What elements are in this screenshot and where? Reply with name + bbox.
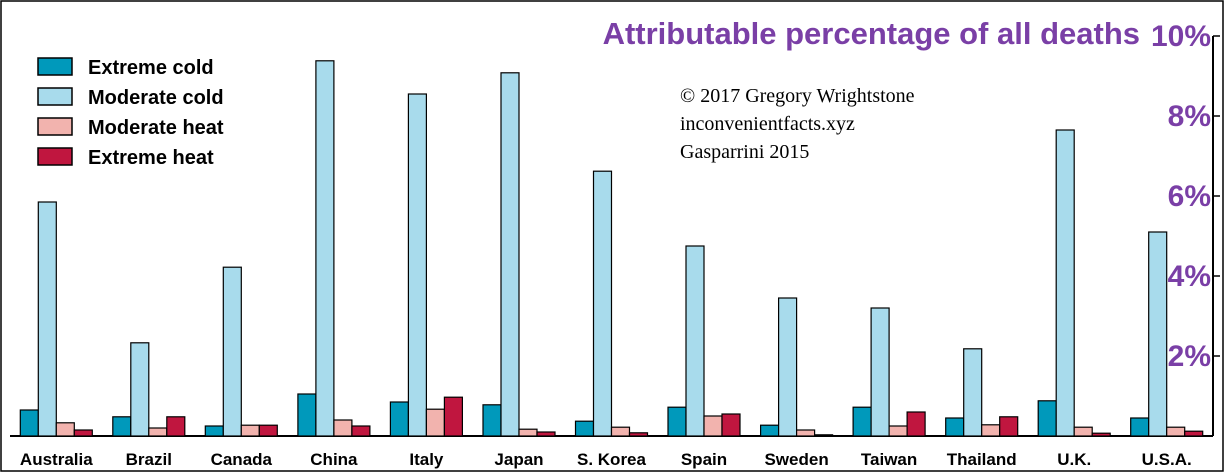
bar-italy-moderate-heat bbox=[425, 408, 445, 437]
bar-australia-moderate-cold bbox=[37, 201, 57, 437]
bar-s-korea-moderate-heat bbox=[610, 426, 631, 437]
bar-spain-moderate-heat bbox=[703, 415, 723, 437]
x-tick-australia: Australia bbox=[20, 450, 93, 469]
y-tick-4: 4% bbox=[1168, 260, 1211, 293]
bar-china-extreme-heat bbox=[351, 425, 371, 437]
bar-thailand-moderate-heat bbox=[981, 424, 1001, 437]
bar-thailand-moderate-cold bbox=[963, 348, 983, 437]
bar-u-k-moderate-heat bbox=[1073, 426, 1093, 437]
legend-swatch-extreme-heat bbox=[37, 147, 73, 166]
legend-label-extreme-cold: Extreme cold bbox=[88, 57, 214, 79]
bar-taiwan-extreme-heat bbox=[906, 411, 926, 437]
y-tick-2: 2% bbox=[1168, 340, 1211, 373]
x-tick-spain: Spain bbox=[681, 450, 727, 469]
x-tick-thailand: Thailand bbox=[947, 450, 1017, 469]
bar-sweden-extreme-heat bbox=[813, 434, 834, 437]
legend-label-moderate-heat: Moderate heat bbox=[88, 117, 224, 139]
bar-u-k-moderate-cold bbox=[1055, 129, 1075, 437]
y-tick-6: 6% bbox=[1168, 180, 1211, 213]
x-tick-sweden: Sweden bbox=[764, 450, 828, 469]
x-tick-canada: Canada bbox=[211, 450, 273, 469]
bar-italy-extreme-heat bbox=[443, 396, 463, 437]
annotations: © 2017 Gregory Wrightstone inconvenientfa… bbox=[680, 85, 915, 163]
legend-swatch-extreme-cold bbox=[37, 57, 73, 76]
bar-thailand-extreme-heat bbox=[999, 416, 1019, 437]
x-tick-brazil: Brazil bbox=[126, 450, 172, 469]
bar-australia-extreme-heat bbox=[73, 429, 93, 437]
bar-japan-moderate-cold bbox=[500, 72, 520, 437]
bar-china-extreme-cold bbox=[297, 393, 317, 437]
bar-u-s-a-moderate-heat bbox=[1166, 426, 1186, 437]
legend-label-extreme-heat: Extreme heat bbox=[88, 147, 214, 169]
bar-sweden-moderate-heat bbox=[795, 429, 816, 437]
bar-brazil-moderate-heat bbox=[148, 427, 168, 437]
x-tick-japan: Japan bbox=[494, 450, 543, 469]
bar-taiwan-moderate-heat bbox=[888, 425, 908, 437]
bar-s-korea-moderate-cold bbox=[592, 170, 613, 437]
x-tick-labels: Australia Brazil Canada China Italy Japan S. K… bbox=[20, 450, 1192, 469]
bar-spain-moderate-cold bbox=[685, 245, 705, 437]
x-tick-u-k: U.K. bbox=[1057, 450, 1091, 469]
bar-italy-moderate-cold bbox=[407, 93, 427, 437]
annotation-2: inconvenientfacts.xyz bbox=[680, 113, 855, 135]
bar-u-k-extreme-heat bbox=[1091, 432, 1111, 437]
bar-brazil-moderate-cold bbox=[130, 342, 150, 437]
bar-sweden-extreme-cold bbox=[759, 424, 780, 437]
bar-u-s-a-moderate-cold bbox=[1148, 231, 1168, 437]
bar-thailand-extreme-cold bbox=[945, 417, 965, 437]
bar-s-korea-extreme-cold bbox=[574, 420, 595, 437]
legend-swatch-moderate-heat bbox=[37, 117, 73, 136]
bar-canada-moderate-heat bbox=[240, 424, 260, 437]
bar-brazil-extreme-heat bbox=[166, 416, 186, 437]
bar-u-s-a-extreme-heat bbox=[1184, 430, 1204, 437]
bar-canada-extreme-cold bbox=[204, 425, 224, 437]
legend-swatch-moderate-cold bbox=[37, 87, 73, 106]
bar-china-moderate-cold bbox=[315, 60, 335, 437]
bar-spain-extreme-cold bbox=[667, 406, 687, 437]
x-tick-taiwan: Taiwan bbox=[861, 450, 917, 469]
x-tick-china: China bbox=[310, 450, 358, 469]
bar-u-k-extreme-cold bbox=[1037, 400, 1057, 437]
bar-canada-extreme-heat bbox=[258, 424, 278, 437]
bar-japan-extreme-cold bbox=[482, 404, 502, 437]
bar-spain-extreme-heat bbox=[721, 413, 741, 437]
chart-title: Attributable percentage of all deaths bbox=[603, 16, 1140, 51]
bar-japan-extreme-heat bbox=[536, 431, 556, 437]
bar-japan-moderate-heat bbox=[518, 428, 538, 437]
bar-sweden-moderate-cold bbox=[777, 297, 798, 437]
legend: Extreme cold Moderate cold Moderate heat Ex… bbox=[37, 57, 224, 169]
bar-canada-moderate-cold bbox=[222, 266, 242, 437]
annotation-1: © 2017 Gregory Wrightstone bbox=[680, 85, 915, 107]
x-tick-italy: Italy bbox=[409, 450, 444, 469]
bar-taiwan-moderate-cold bbox=[870, 307, 890, 437]
bar-s-korea-extreme-heat bbox=[628, 432, 649, 437]
x-tick-s-korea: S. Korea bbox=[577, 450, 647, 469]
bar-china-moderate-heat bbox=[333, 419, 353, 437]
bar-brazil-extreme-cold bbox=[112, 416, 132, 437]
bars-group bbox=[19, 60, 1204, 437]
y-tick-8: 8% bbox=[1168, 100, 1211, 133]
x-tick-u-s-a: U.S.A. bbox=[1142, 450, 1192, 469]
legend-label-moderate-cold: Moderate cold bbox=[88, 87, 224, 109]
y-tick-labels: 2% 4% 6% 8% 10% bbox=[1151, 20, 1220, 373]
bar-u-s-a-extreme-cold bbox=[1130, 417, 1150, 437]
annotation-3: Gasparrini 2015 bbox=[680, 141, 809, 163]
bar-australia-extreme-cold bbox=[19, 409, 39, 437]
bar-italy-extreme-cold bbox=[389, 401, 409, 437]
bar-australia-moderate-heat bbox=[55, 422, 75, 437]
y-tick-10: 10% bbox=[1151, 20, 1211, 53]
bar-taiwan-extreme-cold bbox=[852, 406, 872, 437]
